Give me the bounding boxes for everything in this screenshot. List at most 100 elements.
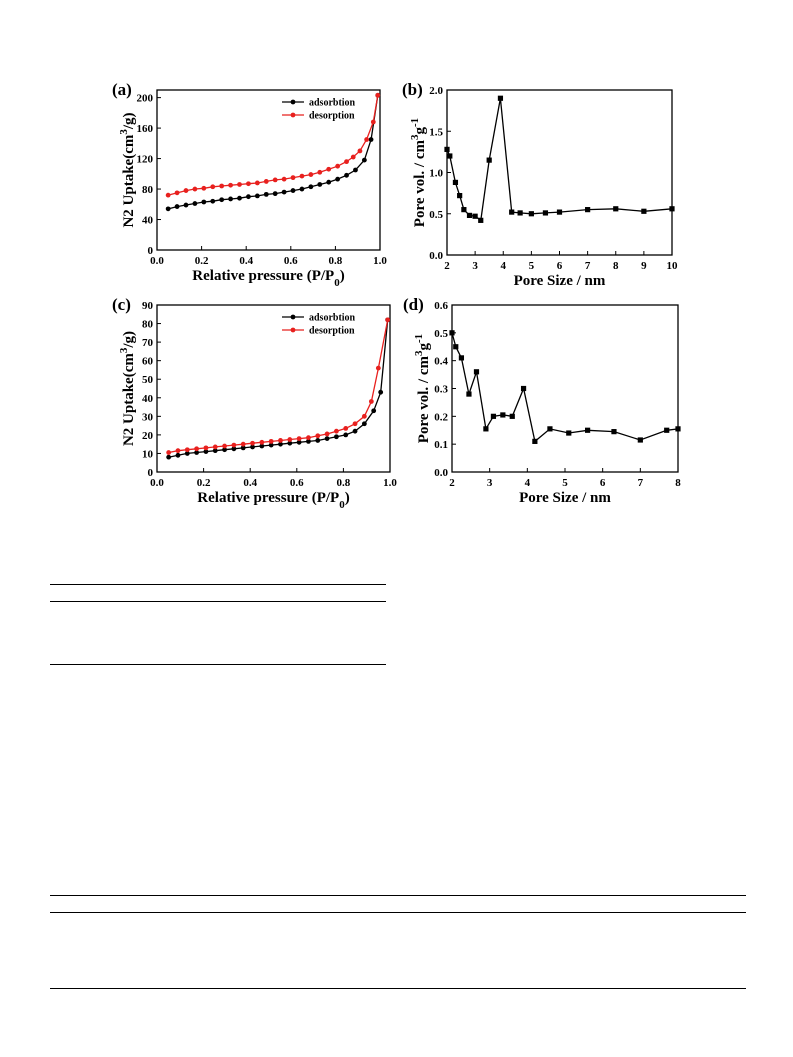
y-tick-label: 70: [142, 337, 154, 349]
data-point: [334, 428, 339, 434]
legend: adsorbtion desorption: [282, 98, 356, 122]
data-point: [335, 176, 341, 182]
data-point: [361, 421, 367, 427]
y-tick-label: 1.0: [429, 168, 443, 180]
x-tick-label: 0.4: [243, 477, 257, 489]
data-point: [240, 445, 246, 451]
data-point: [353, 167, 358, 173]
data-point: [259, 443, 265, 449]
data-point: [246, 181, 251, 187]
plot-frame: [451, 304, 679, 473]
data-point: [344, 172, 349, 178]
data-point: [228, 182, 233, 188]
y-tick-label: 1.5: [429, 126, 443, 138]
series-line-0: [449, 330, 681, 444]
data-point: [371, 408, 377, 414]
series-line-0: [444, 95, 675, 223]
data-point: [343, 425, 349, 431]
data-point: [641, 208, 647, 214]
data-point: [385, 317, 391, 323]
y-tick-label: 0.5: [429, 209, 443, 221]
data-point: [324, 431, 330, 437]
data-point: [361, 157, 367, 163]
x-tick-label: 0.0: [150, 477, 164, 489]
data-point: [246, 194, 251, 200]
y-tick-label: 2.0: [429, 85, 443, 97]
series-adsorbtion: [166, 317, 391, 460]
data-point: [212, 444, 218, 450]
data-point: [364, 137, 370, 142]
data-point: [357, 148, 363, 154]
data-point: [490, 413, 497, 419]
data-point: [219, 183, 225, 189]
panel-c: (c) 0.0 0.2 0.4 0.6 0.8 1.0 0 10 20 30 40 50 60 70 80 90…: [112, 295, 397, 511]
x-tick-label: 7: [585, 260, 591, 272]
x-tick-label: 0.2: [197, 477, 211, 489]
x-tick-label: 3: [487, 477, 493, 489]
data-point: [166, 450, 172, 455]
plot-frame: [446, 89, 673, 256]
data-point: [317, 169, 323, 175]
data-point: [201, 199, 207, 205]
y-tick-label: 40: [142, 393, 154, 405]
data-point: [272, 177, 278, 183]
panel-label: (c): [112, 295, 131, 314]
data-point: [675, 426, 681, 432]
y-tick-label: 0.3: [434, 384, 448, 396]
data-point: [184, 451, 190, 456]
x-tick-label: 2: [444, 260, 450, 272]
x-axis-title: Pore Size / nm: [519, 490, 611, 506]
y-tick-label: 0.5: [434, 328, 448, 340]
x-axis-title: Pore Size / nm: [514, 273, 606, 289]
data-point: [486, 157, 492, 163]
data-point: [343, 432, 349, 438]
legend-label: adsorbtion: [309, 313, 356, 324]
y-tick-label: 0: [148, 245, 154, 257]
y-tick-label: 0.1: [434, 439, 448, 451]
x-tick-label: 9: [641, 260, 647, 272]
data-point: [194, 446, 200, 452]
data-point: [203, 449, 209, 454]
data-point: [532, 438, 538, 444]
data-point: [219, 197, 225, 203]
table2-rule-top-1: [50, 895, 746, 896]
data-point: [315, 438, 321, 443]
x-axis-title: Relative pressure (P/P0): [197, 490, 349, 511]
data-point: [466, 391, 472, 397]
data-point: [361, 413, 367, 419]
data-point: [368, 399, 374, 404]
data-point: [296, 439, 302, 445]
y-axis-title: Pore vol. / cm3g-1: [409, 118, 428, 227]
data-point: [250, 440, 255, 446]
x-tick-label: 0.4: [239, 255, 253, 267]
data-point: [466, 212, 473, 218]
data-point: [308, 184, 314, 190]
data-point: [254, 193, 260, 199]
data-point: [296, 436, 302, 441]
plot-frame: [156, 304, 391, 473]
data-point: [350, 154, 356, 160]
x-tick-label: 0.8: [329, 255, 343, 267]
y-tick-label: 80: [142, 319, 154, 331]
data-point: [254, 180, 260, 186]
data-point: [483, 426, 489, 432]
data-point: [165, 206, 171, 212]
x-axis-title: Relative pressure (P/P0): [192, 268, 344, 289]
legend-swatch-marker: [290, 99, 296, 105]
data-point: [250, 444, 255, 450]
data-point: [210, 198, 216, 204]
data-point: [272, 191, 278, 197]
data-point: [528, 211, 534, 217]
data-point: [290, 175, 296, 181]
legend-swatch-marker: [290, 314, 296, 320]
table-rule-bottom: [50, 664, 386, 665]
data-point: [613, 206, 619, 212]
x-tick-label: 4: [525, 477, 531, 489]
data-point: [520, 385, 527, 392]
y-tick-label: 0.2: [434, 411, 448, 423]
data-point: [500, 412, 506, 418]
data-point: [509, 209, 515, 215]
data-point: [315, 433, 321, 439]
data-point: [240, 441, 246, 447]
